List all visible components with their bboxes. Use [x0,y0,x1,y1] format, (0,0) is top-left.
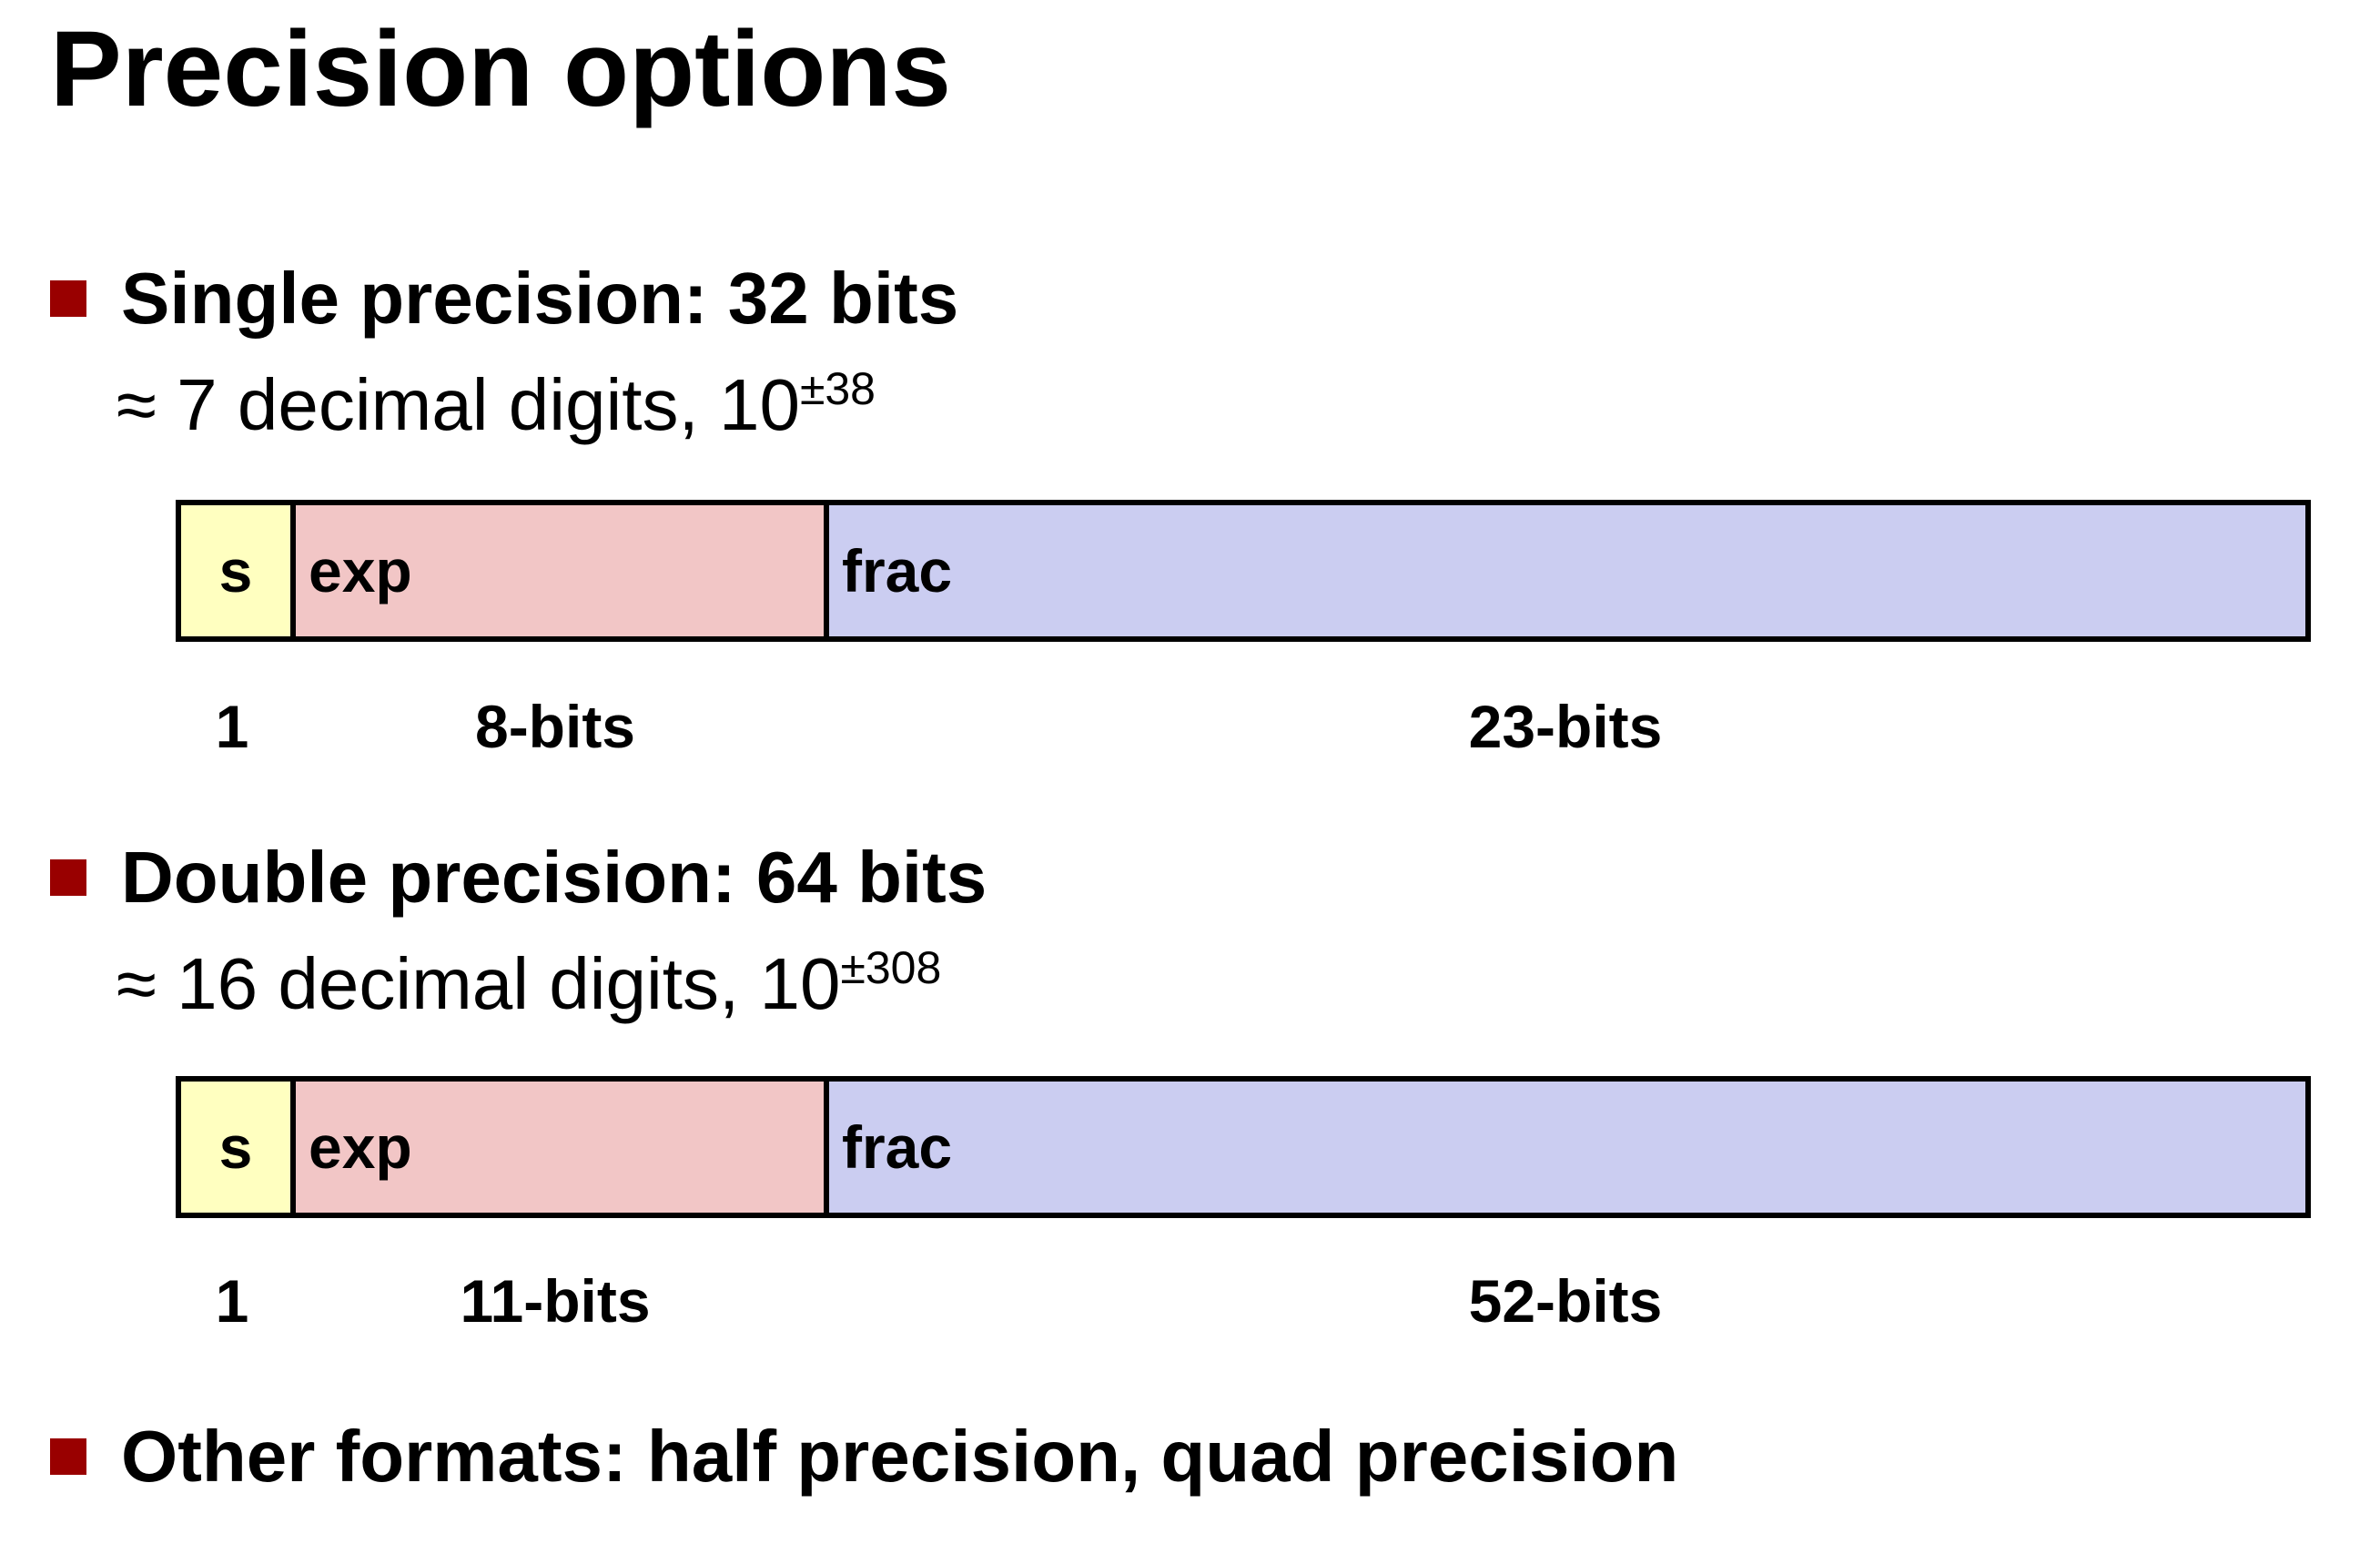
sign-field: s [181,1082,290,1213]
single-range-text: ≈ 7 decimal digits, 10 [116,364,800,445]
double-precision-range: ≈ 16 decimal digits, 10±308 [116,945,941,1021]
exp-field: exp [290,505,824,636]
single-range-exponent: ±38 [799,363,876,414]
bullet-other-formats: Other formats: half precision, quad prec… [50,1420,1678,1493]
single-exp-width-label: 8-bits [474,693,636,760]
double-sign-width-label: 1 [215,1267,249,1335]
bullet-square-icon [50,859,86,896]
double-precision-bit-layout: s exp frac [176,1076,2311,1218]
exp-field: exp [290,1082,824,1213]
bullet-single-precision: Single precision: 32 bits [50,262,958,335]
other-formats-heading: Other formats: half precision, quad prec… [121,1416,1679,1497]
bullet-double-precision: Double precision: 64 bits [50,841,987,914]
double-precision-heading: Double precision: 64 bits [121,837,987,918]
double-range-text: ≈ 16 decimal digits, 10 [116,943,841,1024]
single-frac-width-label: 23-bits [1468,693,1663,760]
double-range-exponent: ±308 [840,942,942,993]
double-frac-width-label: 52-bits [1468,1267,1663,1335]
sign-field: s [181,505,290,636]
frac-field: frac [824,1082,2305,1213]
single-precision-bit-layout: s exp frac [176,500,2311,642]
double-exp-width-label: 11-bits [460,1267,651,1335]
frac-field: frac [824,505,2305,636]
single-precision-range: ≈ 7 decimal digits, 10±38 [116,366,876,442]
bullet-square-icon [50,1438,86,1475]
single-precision-heading: Single precision: 32 bits [121,258,959,339]
bullet-square-icon [50,280,86,317]
page-title: Precision options [50,9,952,129]
single-sign-width-label: 1 [215,693,249,760]
